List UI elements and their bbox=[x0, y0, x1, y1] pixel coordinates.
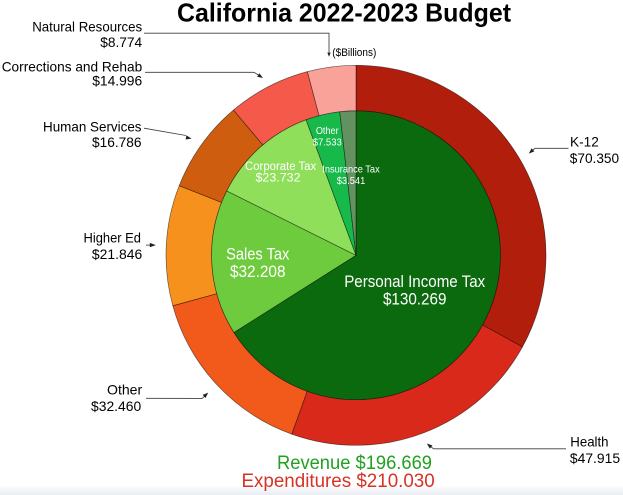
svg-text:$47.915: $47.915 bbox=[570, 450, 620, 466]
svg-text:($Billions): ($Billions) bbox=[332, 47, 376, 59]
svg-text:Sales Tax: Sales Tax bbox=[226, 245, 290, 263]
svg-text:Insurance Tax: Insurance Tax bbox=[322, 164, 380, 175]
svg-text:$70.350: $70.350 bbox=[570, 150, 620, 166]
svg-text:$32.208: $32.208 bbox=[230, 263, 286, 281]
svg-text:Other: Other bbox=[316, 126, 339, 137]
svg-text:Corporate Tax: Corporate Tax bbox=[245, 161, 316, 173]
svg-text:Higher Ed: Higher Ed bbox=[84, 230, 142, 246]
svg-text:Health: Health bbox=[570, 433, 608, 449]
svg-text:Natural Resources: Natural Resources bbox=[32, 18, 142, 34]
svg-text:$32.460: $32.460 bbox=[91, 398, 141, 414]
svg-text:Personal Income Tax: Personal Income Tax bbox=[344, 273, 485, 291]
svg-text:Expenditures $210.030: Expenditures $210.030 bbox=[242, 470, 435, 492]
svg-text:$3.541: $3.541 bbox=[337, 176, 366, 187]
svg-text:Corrections and Rehab: Corrections and Rehab bbox=[2, 58, 143, 74]
svg-text:$7.533: $7.533 bbox=[313, 137, 342, 148]
svg-text:California 2022-2023 Budget: California 2022-2023 Budget bbox=[177, 0, 511, 28]
svg-text:Revenue $196.669: Revenue $196.669 bbox=[277, 452, 432, 474]
svg-text:$130.269: $130.269 bbox=[383, 290, 447, 308]
svg-text:$16.786: $16.786 bbox=[92, 134, 142, 150]
svg-text:Other: Other bbox=[107, 382, 143, 398]
svg-text:K-12: K-12 bbox=[570, 133, 599, 149]
svg-text:$21.846: $21.846 bbox=[92, 246, 143, 262]
svg-text:Human Services: Human Services bbox=[43, 118, 142, 134]
svg-text:$23.732: $23.732 bbox=[256, 173, 301, 185]
svg-text:$8.774: $8.774 bbox=[100, 34, 142, 50]
svg-text:$14.996: $14.996 bbox=[92, 73, 142, 89]
